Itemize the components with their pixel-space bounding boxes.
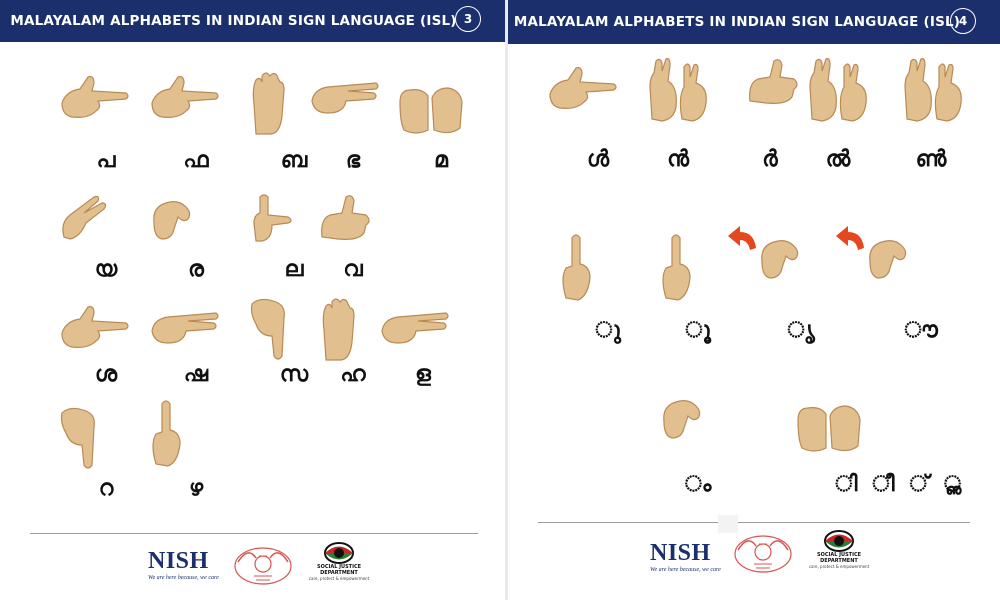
hand-sign-icon (248, 193, 294, 243)
malayalam-letter: ൻ (667, 147, 689, 172)
malayalam-letter: ൽ (825, 147, 851, 172)
malayalam-letter: പ (96, 148, 116, 173)
hand-sign-icon (248, 70, 288, 136)
hand-sign-icon (658, 392, 708, 440)
malayalam-letter: ഴ (188, 476, 204, 501)
malayalam-letter: ൾ (586, 147, 610, 172)
malayalam-letter: ഹ (340, 362, 366, 387)
malayalam-letter: മ (434, 148, 448, 173)
curved-arrow-icon (836, 226, 866, 254)
footer-divider (30, 533, 478, 534)
malayalam-letter: ഭ (345, 148, 361, 173)
page-number-badge: 4 (950, 8, 976, 34)
footer-divider (538, 522, 970, 523)
kerala-emblem-icon (732, 530, 794, 578)
hand-sign-icon (808, 57, 870, 123)
malayalam-letter: ം (684, 472, 712, 497)
hand-sign-icon (558, 232, 594, 302)
malayalam-letter: ു (595, 318, 621, 343)
hand-sign-icon (796, 400, 862, 456)
hand-sign-icon (398, 82, 464, 138)
hand-sign-icon (148, 303, 220, 347)
eye-logo-icon (324, 542, 354, 564)
malayalam-letter: ഫ (183, 148, 209, 173)
hand-sign-icon (248, 296, 294, 362)
malayalam-letter: സ (279, 362, 309, 387)
hand-sign-icon (648, 57, 710, 123)
page-title: MALAYALAM ALPHABETS IN INDIAN SIGN LANGU… (10, 13, 457, 29)
malayalam-letter: റ (98, 476, 114, 501)
malayalam-letter: ർ (762, 147, 778, 172)
malayalam-letter: ഷ (183, 362, 209, 387)
hand-sign-icon (318, 193, 372, 241)
hand-sign-icon (58, 73, 130, 123)
hand-sign-icon (746, 57, 800, 105)
page-header: MALAYALAM ALPHABETS IN INDIAN SIGN LANGU… (508, 0, 1000, 44)
malayalam-letter: ശ (94, 362, 118, 387)
hand-sign-icon (658, 232, 694, 302)
hand-sign-icon (864, 232, 914, 280)
hand-sign-icon (546, 64, 618, 114)
malayalam-letter: ര (188, 257, 204, 282)
eye-logo-icon (824, 530, 854, 552)
hand-sign-icon (308, 73, 380, 117)
hand-sign-icon (756, 232, 806, 280)
social-justice-logo: SOCIAL JUSTICE DEPARTMENT care, protect &… (306, 542, 372, 581)
malayalam-letter: ബ (280, 148, 308, 173)
malayalam-letter: ൺ (915, 147, 947, 172)
hand-sign-icon (58, 303, 130, 353)
hand-sign-icon (148, 193, 198, 241)
nish-logo: NISH We are here because, we care (650, 540, 721, 573)
malayalam-letter: ൗ (904, 318, 938, 343)
page-gutter (505, 0, 508, 600)
hand-sign-icon (318, 296, 358, 362)
hand-sign-icon (148, 398, 184, 468)
malayalam-letter: ല (284, 257, 304, 282)
hand-sign-icon (58, 193, 110, 241)
page-header: MALAYALAM ALPHABETS IN INDIAN SIGN LANGU… (0, 0, 505, 42)
social-justice-logo: SOCIAL JUSTICE DEPARTMENT care, protect &… (806, 530, 872, 569)
page-3: MALAYALAM ALPHABETS IN INDIAN SIGN LANGU… (0, 0, 505, 590)
malayalam-letter: ി ീ ് ൢ (835, 472, 968, 497)
nish-logo: NISH We are here because, we care (148, 548, 219, 581)
page-title: MALAYALAM ALPHABETS IN INDIAN SIGN LANGU… (513, 14, 961, 30)
malayalam-letter: ള (415, 362, 431, 387)
malayalam-letter: ൃ (787, 318, 815, 343)
hand-sign-icon (58, 405, 104, 471)
malayalam-letter: ൂ (685, 318, 711, 343)
blank-mark (718, 515, 738, 533)
hand-sign-icon (378, 303, 450, 347)
curved-arrow-icon (728, 226, 758, 254)
malayalam-letter: യ (94, 257, 118, 282)
hand-sign-icon (148, 73, 220, 123)
kerala-emblem-icon (232, 542, 294, 590)
page-number-badge: 3 (455, 6, 481, 32)
page-4: MALAYALAM ALPHABETS IN INDIAN SIGN LANGU… (508, 0, 1000, 600)
malayalam-letter: വ (343, 257, 363, 282)
hand-sign-icon (903, 57, 965, 123)
